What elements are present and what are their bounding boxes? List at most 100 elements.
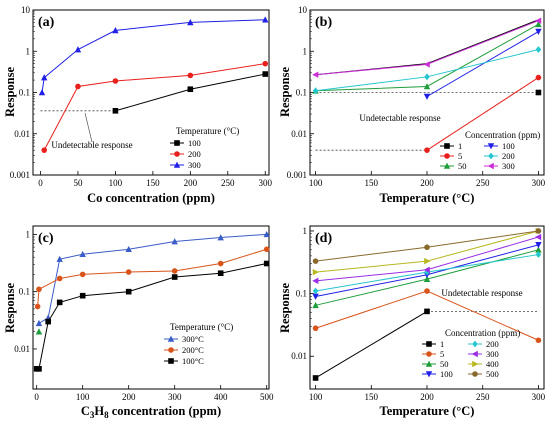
- panel-b-x-axis-label: Temperature (°C): [380, 191, 475, 205]
- y-tick-label: 10: [21, 5, 31, 15]
- series-line: [315, 230, 539, 273]
- y-tick-label: 10: [298, 5, 308, 15]
- legend-label: 5: [440, 349, 444, 359]
- data-point: [45, 318, 51, 325]
- x-tick-label: 200: [184, 178, 198, 188]
- data-point: [535, 337, 542, 344]
- panel-b-y-axis-label: Response: [278, 67, 292, 117]
- y-tick-label: 0.01: [14, 129, 30, 139]
- x-tick-label: 100: [109, 178, 123, 188]
- legend-label: 200°C: [182, 345, 204, 355]
- legend-marker: [471, 350, 478, 358]
- legend-marker: [472, 360, 479, 368]
- y-tick-label: 0.01: [291, 351, 307, 361]
- panel-a-frame: [32, 9, 270, 176]
- panel-a-y-axis-label: Response: [3, 67, 17, 117]
- y-tick-label: 1: [303, 226, 308, 236]
- panel-a-annotation: Undetectable response: [51, 140, 132, 150]
- y-tick-label: 1: [26, 46, 31, 56]
- extra-series-line: [315, 19, 539, 76]
- legend-marker: [173, 161, 181, 168]
- panel-a-label: (a): [38, 15, 55, 30]
- data-point: [262, 16, 269, 23]
- data-point: [535, 17, 542, 24]
- panel-c-x-axis-label: C3H8 concentration (ppm): [81, 404, 221, 420]
- data-point: [535, 28, 542, 35]
- legend-label: 1: [458, 141, 462, 151]
- data-point: [312, 258, 319, 264]
- data-point: [171, 238, 178, 245]
- data-point: [263, 246, 270, 253]
- legend-label: 100: [188, 138, 201, 148]
- panel-c-series: [33, 230, 270, 372]
- data-point: [79, 250, 86, 258]
- panel-d-series: [312, 227, 542, 381]
- panel-c-label: (c): [38, 231, 54, 246]
- data-point: [38, 89, 46, 96]
- data-point: [535, 251, 542, 258]
- data-point: [535, 74, 542, 81]
- data-point: [535, 20, 542, 28]
- legend-label: 50: [440, 359, 449, 369]
- data-point: [423, 275, 431, 282]
- data-point: [535, 46, 542, 53]
- data-point: [112, 108, 119, 114]
- legend-label: 300: [502, 161, 515, 171]
- panel-c-y-axis-label: Response: [3, 283, 17, 333]
- legend-marker: [487, 143, 495, 150]
- panel-a-legend-title: Temperature (°C): [176, 126, 239, 136]
- panel-a-ticks: 0 50 100 150 200 250 300 0.001 0.01 0.1 1 10: [10, 5, 273, 188]
- data-point: [187, 72, 194, 79]
- x-tick-label: 200: [420, 392, 434, 402]
- legend-marker: [488, 152, 494, 160]
- x-tick-label: 200: [420, 178, 434, 188]
- data-point: [312, 268, 319, 276]
- y-tick-label: 1: [26, 229, 31, 239]
- data-point: [312, 301, 319, 309]
- panel-d-y-axis-label: Response: [278, 283, 292, 333]
- legend-marker: [443, 162, 451, 169]
- panel-c-xlabel-rest: concentration (ppm): [109, 404, 222, 418]
- legend-label: 1: [440, 339, 444, 349]
- legend-label: 200: [188, 149, 201, 159]
- x-tick-label: 300: [532, 392, 546, 402]
- panel-c-ticks: 0 100 200 300 400 500 0.01 0.1 1: [14, 229, 274, 402]
- panel-b-series: [312, 17, 542, 153]
- panel-b-label: (b): [315, 15, 332, 30]
- data-point: [535, 242, 542, 249]
- panel-c-xlabel-sub1: 3: [90, 410, 95, 420]
- y-tick-label: 0.1: [19, 88, 30, 98]
- x-tick-label: 150: [365, 392, 379, 402]
- panel-a-x-axis-label: Co concentration (ppm): [87, 191, 215, 205]
- legend-marker: [168, 347, 174, 353]
- y-tick-label: 0.1: [19, 287, 30, 297]
- series-line: [315, 310, 428, 379]
- legend-label: 400: [486, 359, 499, 369]
- legend-marker: [444, 153, 450, 159]
- x-tick-label: 250: [476, 178, 490, 188]
- panel-a-annotation-arrow: [84, 112, 93, 143]
- series-line: [41, 19, 266, 93]
- data-point: [187, 19, 194, 26]
- legend-label: 300: [188, 160, 201, 170]
- panel-a-chart: (a) Co concentration (ppm) Response 0 50 1…: [3, 5, 273, 205]
- data-point: [423, 83, 431, 90]
- legend-label: 500: [486, 369, 499, 379]
- panel-b-legend-title: Concentration (ppm): [465, 130, 540, 140]
- data-point: [112, 78, 119, 84]
- data-point: [424, 257, 431, 265]
- x-tick-label: 250: [476, 392, 490, 402]
- x-tick-label: 100: [76, 392, 90, 402]
- data-point: [423, 93, 431, 100]
- panel-b-chart: (b) Temperature (°C) Response 100 150 200 2…: [278, 5, 546, 205]
- data-point: [535, 89, 542, 96]
- data-point: [125, 269, 132, 275]
- legend-marker: [444, 143, 450, 149]
- x-tick-label: 50: [73, 178, 83, 188]
- data-point: [79, 271, 86, 278]
- data-point: [424, 147, 430, 153]
- data-point: [79, 292, 86, 299]
